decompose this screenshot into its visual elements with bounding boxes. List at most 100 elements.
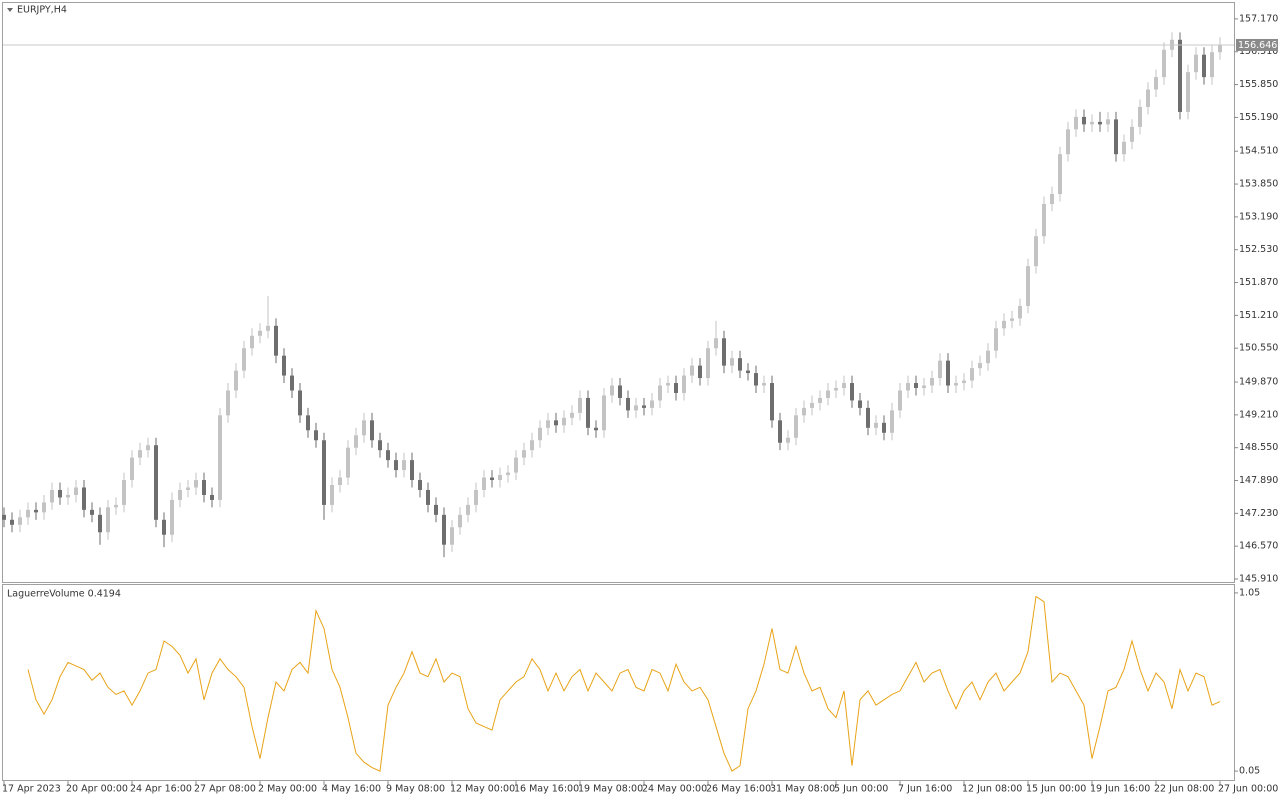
x-tick-label: 19 May 08:00	[578, 784, 643, 795]
x-tick-label: 12 Jun 08:00	[962, 784, 1022, 795]
candle-body	[818, 397, 822, 403]
candle-body	[794, 415, 798, 438]
candle-body	[634, 405, 638, 411]
candle-body	[1114, 119, 1118, 155]
candle-body	[954, 383, 958, 386]
candle-body	[1146, 89, 1150, 107]
candle-body	[930, 378, 934, 386]
candle-body	[282, 355, 286, 376]
candle-body	[1186, 72, 1190, 112]
y-tick-label: 147.230	[1239, 508, 1278, 519]
candle-body	[106, 507, 110, 533]
candle-body	[618, 385, 622, 398]
candle-body	[466, 504, 470, 515]
y-tick-label: 151.870	[1239, 277, 1278, 288]
candle-body	[1130, 126, 1134, 142]
x-tick-label: 22 Jun 08:00	[1154, 784, 1214, 795]
candle-body	[178, 489, 182, 500]
candle-body	[1162, 49, 1166, 78]
candle-body	[18, 517, 22, 525]
x-tick-label: 7 Jun 16:00	[898, 784, 952, 795]
candle-body	[138, 450, 142, 458]
candle-body	[1138, 106, 1142, 127]
candle-body	[82, 487, 86, 510]
candle-body	[42, 502, 46, 513]
candle-body	[522, 450, 526, 458]
candle-body	[626, 397, 630, 411]
candle-body	[346, 447, 350, 478]
candle-body	[378, 440, 382, 451]
candle-body	[650, 400, 654, 408]
candle-body	[1074, 116, 1078, 130]
y-tick-label: 155.190	[1239, 112, 1278, 123]
indicator-pane	[2, 584, 1235, 781]
chart-title: EURJPY,H4	[17, 5, 67, 16]
candle-body	[242, 348, 246, 371]
candle-body	[1034, 236, 1038, 267]
indicator-title: LaguerreVolume 0.4194	[7, 589, 121, 600]
candle-body	[722, 338, 726, 366]
y-tick-label: 145.910	[1239, 574, 1278, 585]
candle-body	[866, 407, 870, 428]
candle-body	[218, 415, 222, 500]
candle-body	[682, 375, 686, 393]
candle-body	[1082, 116, 1086, 125]
x-tick-label: 24 Apr 16:00	[130, 784, 192, 795]
candle-body	[714, 338, 718, 349]
candle-body	[690, 365, 694, 376]
x-tick-label: 4 May 16:00	[322, 784, 381, 795]
candle-body	[738, 358, 742, 371]
candle-body	[906, 383, 910, 391]
candle-body	[1194, 54, 1198, 73]
candle-body	[426, 489, 430, 505]
candle-body	[146, 445, 150, 451]
candle-body	[770, 383, 774, 421]
candle-body	[186, 487, 190, 490]
candle-body	[1002, 320, 1006, 329]
candle-body	[1218, 44, 1222, 53]
candle-body	[1066, 129, 1070, 155]
candle-body	[578, 397, 582, 413]
candle-body	[1202, 54, 1206, 78]
candle-body	[418, 480, 422, 490]
y-tick-label: 153.190	[1239, 211, 1278, 222]
candle-body	[1106, 119, 1110, 125]
candle-body	[1058, 154, 1062, 195]
collapse-icon[interactable]	[7, 8, 13, 12]
x-tick-label: 12 May 00:00	[450, 784, 515, 795]
candle-body	[386, 450, 390, 461]
y-tick-label: 1.05	[1239, 587, 1260, 598]
y-tick-label: 157.170	[1239, 13, 1278, 24]
candle-body	[1042, 203, 1046, 237]
candle-body	[322, 440, 326, 505]
candle-body	[1122, 141, 1126, 155]
candle-body	[90, 509, 94, 515]
candle-body	[754, 373, 758, 386]
candle-body	[530, 440, 534, 451]
candle-body	[258, 330, 262, 336]
candle-body	[1090, 121, 1094, 125]
candle-body	[250, 335, 254, 349]
candle-body	[330, 485, 334, 505]
candle-body	[2, 514, 6, 520]
candle-body	[802, 407, 806, 416]
candle-body	[914, 383, 918, 389]
candle-body	[362, 420, 366, 436]
candle-body	[994, 328, 998, 351]
x-tick-label: 26 May 16:00	[706, 784, 771, 795]
candle-body	[274, 325, 278, 356]
candle-body	[730, 358, 734, 366]
candle-body	[226, 390, 230, 416]
candle-body	[1026, 266, 1030, 306]
candle-body	[154, 445, 158, 520]
candle-body	[394, 460, 398, 471]
candle-body	[66, 494, 70, 498]
y-tick-label: 149.210	[1239, 409, 1278, 420]
candle-body	[26, 509, 30, 518]
candle-body	[202, 480, 206, 495]
candle-body	[410, 460, 414, 481]
candle-body	[586, 397, 590, 428]
y-tick-label: 0.05	[1239, 766, 1260, 777]
candle-body	[442, 514, 446, 545]
